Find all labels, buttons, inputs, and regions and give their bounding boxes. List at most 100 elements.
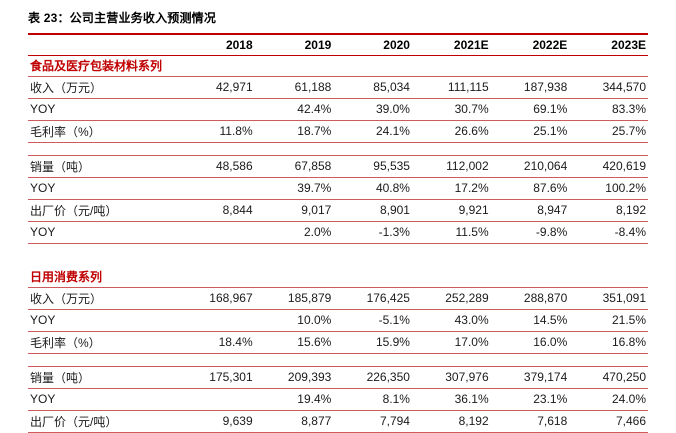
row-label: 毛利率（%）	[28, 120, 176, 143]
section-header-label: 食品及医疗包装材料系列	[28, 55, 648, 77]
row-label: 收入（万元）	[28, 76, 176, 99]
value-cell: 187,938	[490, 76, 570, 99]
table-row: 出厂价（元/吨） 8,844 9,017 8,901 9,921 8,947 8,192	[28, 199, 648, 222]
value-cell: 40.8%	[333, 177, 412, 200]
value-cell: 9,017	[254, 199, 334, 222]
row-label: 收入（万元）	[28, 287, 176, 310]
section-header-row: 食品及医疗包装材料系列	[28, 55, 648, 77]
value-cell: 209,393	[254, 366, 334, 389]
value-cell: 61,188	[254, 76, 334, 99]
value-cell: 85,034	[333, 76, 412, 99]
spacer-row	[28, 353, 648, 367]
row-label: 销量（吨）	[28, 155, 176, 178]
spacer-row	[28, 142, 648, 156]
value-cell: 351,091	[569, 287, 648, 310]
row-label: YOY	[28, 177, 176, 200]
value-cell: 42.4%	[254, 98, 334, 121]
value-cell: 48,586	[176, 155, 255, 178]
row-label: YOY	[28, 98, 176, 121]
value-cell: 83.3%	[569, 98, 648, 121]
row-label: 出厂价（元/吨）	[28, 199, 176, 222]
table-header: 2018 2019 2020 2021E 2022E 2023E	[28, 34, 648, 56]
value-cell: 25.1%	[490, 120, 570, 143]
value-cell: 226,350	[333, 366, 412, 389]
value-cell: 42,971	[176, 76, 255, 99]
value-cell: 252,289	[411, 287, 491, 310]
value-cell: 24.1%	[333, 120, 412, 143]
value-cell: 39.7%	[254, 177, 334, 200]
value-cell: -9.8%	[490, 221, 570, 244]
value-cell: 17.2%	[411, 177, 491, 200]
value-cell: 168,967	[176, 287, 255, 310]
value-cell	[176, 221, 255, 244]
value-cell: 9,639	[176, 410, 255, 433]
value-cell: -1.3%	[333, 221, 412, 244]
value-cell: 8,947	[490, 199, 570, 222]
value-cell: 11.5%	[411, 221, 491, 244]
row-label: 销量（吨）	[28, 366, 176, 389]
value-cell: 8,877	[254, 410, 334, 433]
section-header-label: 日用消费系列	[28, 266, 648, 288]
value-cell: 112,002	[411, 155, 491, 178]
value-cell: 67,858	[254, 155, 334, 178]
table-row: 销量（吨） 48,586 67,858 95,535 112,002 210,064 420…	[28, 155, 648, 178]
value-cell: 7,466	[569, 410, 648, 433]
forecast-table: 2018 2019 2020 2021E 2022E 2023E 食品及医疗包装材料系列收…	[28, 33, 648, 433]
table-row: 毛利率（%） 18.4% 15.6% 15.9% 17.0% 16.0% 16.8%	[28, 331, 648, 354]
value-cell: 24.0%	[569, 388, 648, 411]
value-cell: 175,301	[176, 366, 255, 389]
table-row: 销量（吨） 175,301 209,393 226,350 307,976 379,174…	[28, 366, 648, 389]
value-cell: 21.5%	[569, 309, 648, 332]
spacer-cell	[28, 353, 648, 367]
value-cell: 39.0%	[333, 98, 412, 121]
value-cell: 30.7%	[411, 98, 491, 121]
year-column-header: 2022E	[490, 34, 570, 56]
value-cell: -8.4%	[569, 221, 648, 244]
table-row: 毛利率（%） 11.8% 18.7% 24.1% 26.6% 25.1% 25.7%	[28, 120, 648, 143]
value-cell: 36.1%	[411, 388, 491, 411]
year-column-header: 2019	[254, 34, 334, 56]
table-body: 食品及医疗包装材料系列 收入（万元） 42,971 61,188 85,034 111,1…	[28, 55, 648, 433]
value-cell: 420,619	[569, 155, 648, 178]
value-cell: 25.7%	[569, 120, 648, 143]
table-row: 出厂价（元/吨） 9,639 8,877 7,794 8,192 7,618 7,466	[28, 410, 648, 433]
value-cell: 176,425	[333, 287, 412, 310]
table-row: YOY 2.0% -1.3% 11.5% -9.8% -8.4%	[28, 221, 648, 244]
year-column-header: 2021E	[411, 34, 491, 56]
row-label-column-header	[28, 34, 176, 56]
value-cell: 15.9%	[333, 331, 412, 354]
value-cell: 185,879	[254, 287, 334, 310]
value-cell: 7,794	[333, 410, 412, 433]
table-row: YOY 10.0% -5.1% 43.0% 14.5% 21.5%	[28, 309, 648, 332]
value-cell: 307,976	[411, 366, 491, 389]
row-label: 毛利率（%）	[28, 331, 176, 354]
value-cell: 9,921	[411, 199, 491, 222]
value-cell: 16.0%	[490, 331, 570, 354]
value-cell: 15.6%	[254, 331, 334, 354]
table-row: YOY 39.7% 40.8% 17.2% 87.6% 100.2%	[28, 177, 648, 200]
value-cell: 19.4%	[254, 388, 334, 411]
gap-cell	[28, 243, 648, 266]
value-cell: 11.8%	[176, 120, 255, 143]
section-header-row: 日用消费系列	[28, 266, 648, 288]
value-cell: 210,064	[490, 155, 570, 178]
value-cell: 379,174	[490, 366, 570, 389]
value-cell: 17.0%	[411, 331, 491, 354]
value-cell	[176, 309, 255, 332]
table-row: YOY 19.4% 8.1% 36.1% 23.1% 24.0%	[28, 388, 648, 411]
value-cell: 8,844	[176, 199, 255, 222]
year-column-header: 2018	[176, 34, 255, 56]
section-gap-row	[28, 243, 648, 266]
value-cell: 14.5%	[490, 309, 570, 332]
value-cell	[176, 98, 255, 121]
value-cell: 23.1%	[490, 388, 570, 411]
value-cell: 87.6%	[490, 177, 570, 200]
value-cell: 288,870	[490, 287, 570, 310]
value-cell: 18.4%	[176, 331, 255, 354]
value-cell	[176, 388, 255, 411]
value-cell: 95,535	[333, 155, 412, 178]
table-title: 表 23：公司主营业务收入预测情况	[28, 11, 217, 25]
value-cell: 111,115	[411, 76, 491, 99]
table-row: 收入（万元） 168,967 185,879 176,425 252,289 288,87…	[28, 287, 648, 310]
table-row: YOY 42.4% 39.0% 30.7% 69.1% 83.3%	[28, 98, 648, 121]
